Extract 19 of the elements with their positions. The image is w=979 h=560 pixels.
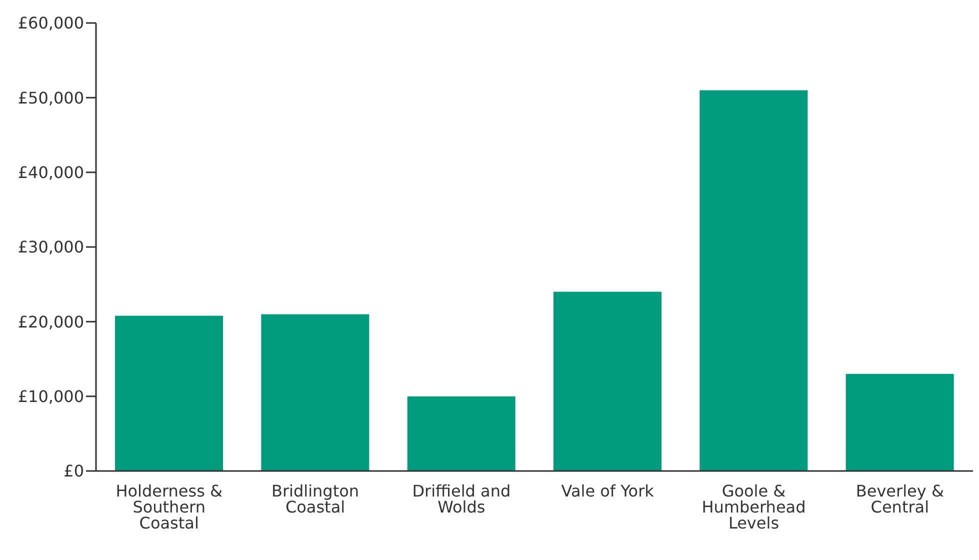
- bar: [554, 292, 662, 471]
- y-tick-label: £10,000: [18, 387, 84, 406]
- y-tick-label: £60,000: [18, 14, 84, 33]
- y-tick-label: £50,000: [18, 88, 84, 108]
- bar: [846, 374, 954, 471]
- bar: [261, 314, 370, 471]
- x-tick-label: Bridlington Coastal: [271, 481, 360, 516]
- y-tick-label: £20,000: [18, 312, 84, 332]
- x-tick-label: Beverley & Central: [856, 481, 944, 516]
- x-tick-label: Goole & Humberhead Levels: [702, 481, 806, 532]
- x-tick-label: Holderness & Southern Coastal: [116, 481, 222, 532]
- bar: [115, 316, 223, 471]
- y-tick-label: £0: [64, 462, 84, 481]
- y-tick-label: £40,000: [18, 163, 84, 182]
- x-tick-label: Driffield and Wolds: [412, 481, 511, 516]
- y-tick-label: £30,000: [18, 238, 84, 257]
- bar: [700, 90, 808, 471]
- x-tick-label: Vale of York: [561, 481, 655, 500]
- bar: [407, 396, 516, 471]
